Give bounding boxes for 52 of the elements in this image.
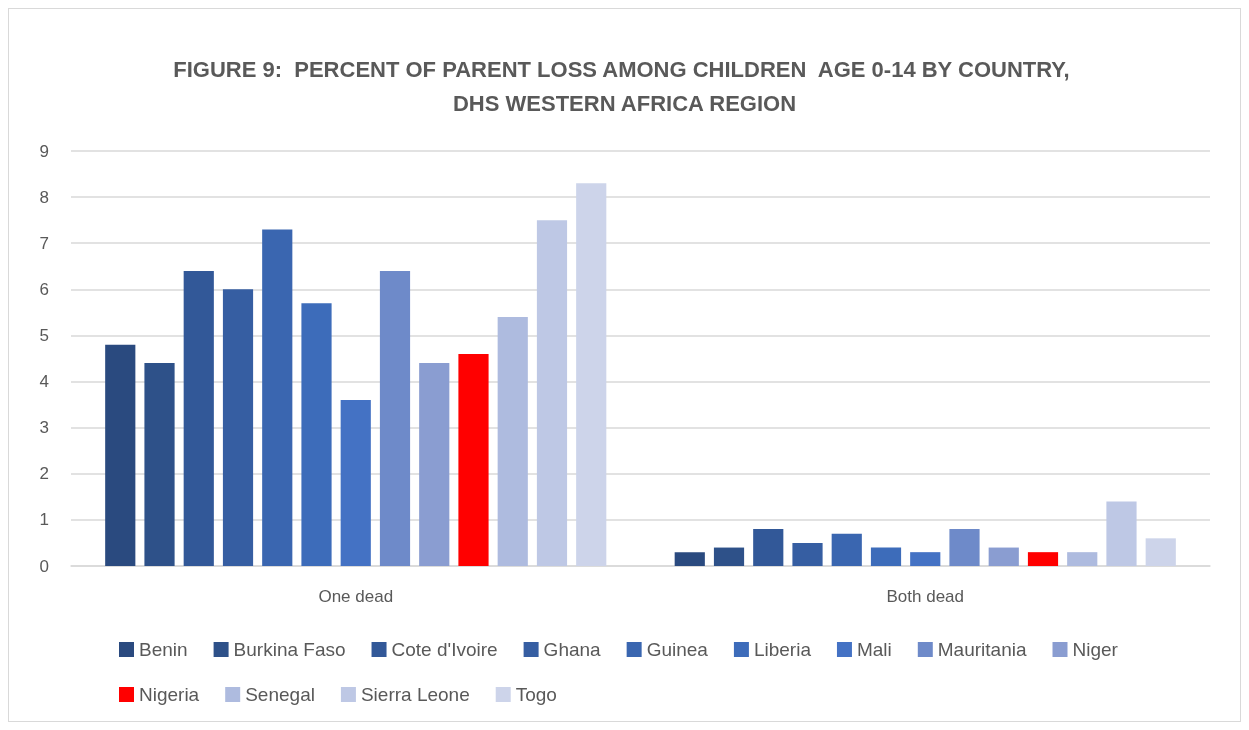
bar [870,547,902,566]
legend-label: Ghana [543,639,602,660]
bar [831,533,862,566]
bar [301,303,332,566]
y-tick-label: 8 [39,187,49,207]
bar [674,552,705,566]
y-tick-label: 0 [39,556,49,576]
bar [1145,538,1176,566]
y-tick-label: 1 [39,510,49,530]
bar [458,353,489,566]
bar [262,229,293,566]
legend-label: Cote d'Ivoire [391,639,498,660]
bar [340,400,371,566]
legend-label: Mali [856,639,892,660]
y-tick-label: 5 [39,325,49,345]
x-tick-label: One dead [318,587,394,606]
bar [419,363,450,566]
legend-label: Benin [139,639,188,660]
legend-label: Burkina Faso [233,639,346,660]
bar [497,317,528,566]
y-tick-label: 7 [39,233,49,253]
bar [792,542,823,566]
legend-label: Nigeria [139,684,200,705]
y-tick-label: 6 [39,279,49,299]
legend-label: Sierra Leone [360,684,470,705]
bar [576,183,607,566]
legend-label: Senegal [245,684,315,705]
x-tick-label: Both dead [886,587,965,606]
y-tick-label: 2 [39,464,49,484]
bar [1067,552,1098,566]
bar [105,344,136,566]
bar [379,270,411,566]
legend-label: Guinea [646,639,709,660]
bar [1027,552,1059,566]
legend-label: Mauritania [937,639,1027,660]
bar [1106,501,1137,566]
bar [183,270,214,566]
y-tick-label: 4 [39,372,49,392]
bar [713,547,745,566]
y-tick-label: 3 [39,418,49,438]
bar [949,529,980,566]
bar [988,547,1019,566]
bar [910,552,941,566]
legend-label: Togo [515,684,557,705]
y-tick-label: 9 [39,141,49,161]
legend-label: Niger [1072,639,1119,660]
bar [144,363,175,566]
bar [222,289,254,566]
bar [536,220,568,566]
bar [753,529,784,566]
legend-label: Liberia [753,639,812,660]
chart-title: FIGURE 9: PERCENT OF PARENT LOSS AMONG CHILDREN AGE 0-14 BY COUNTRY, DHS WESTERN AFRICA REGION [173,56,1076,116]
